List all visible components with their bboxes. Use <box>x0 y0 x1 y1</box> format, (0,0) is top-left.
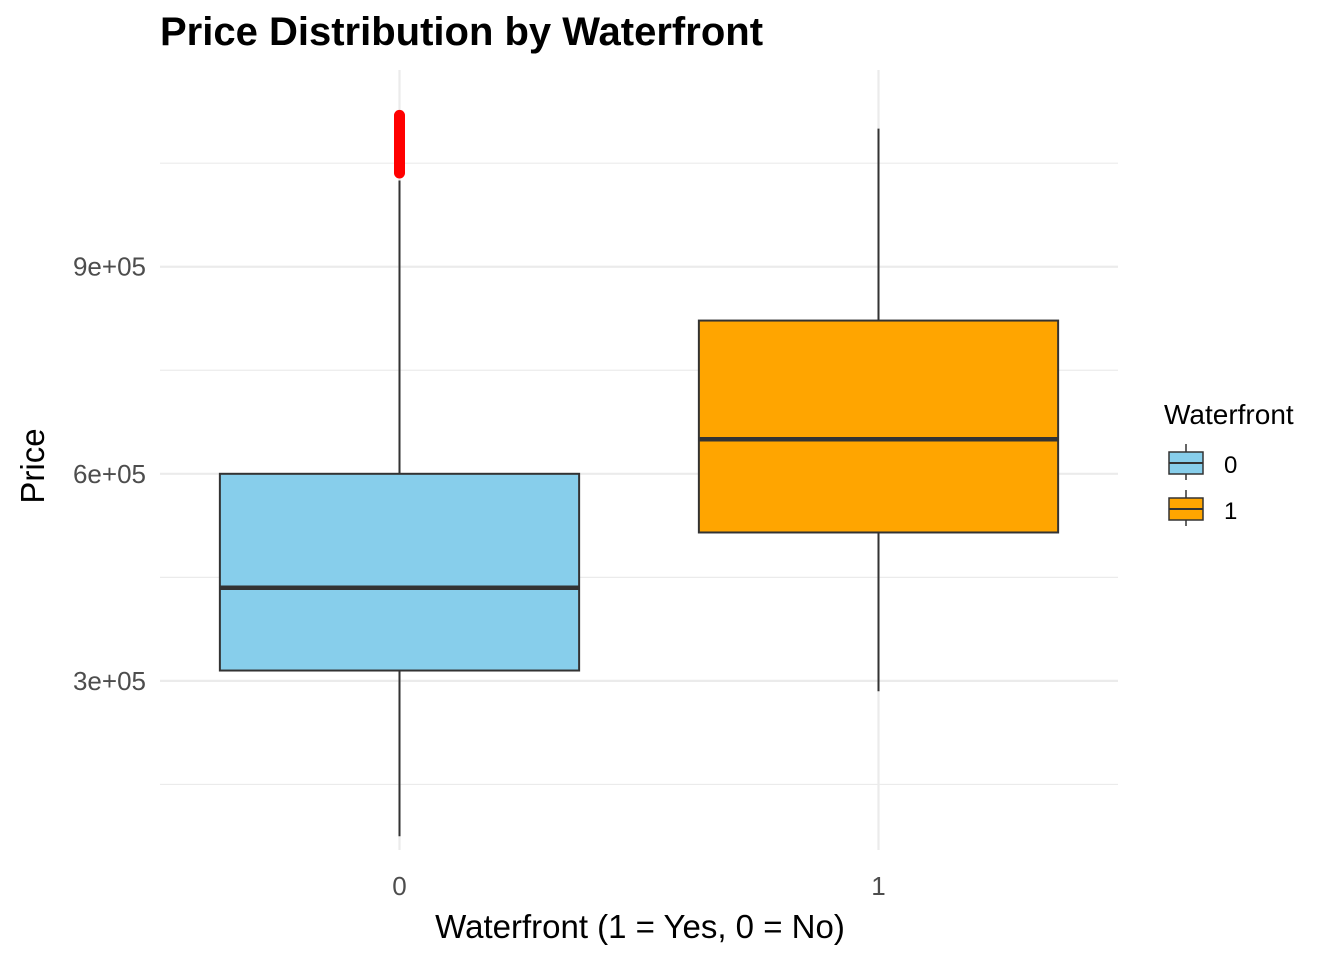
box-iqr <box>218 472 581 672</box>
legend-label: 1 <box>1224 498 1237 525</box>
y-tick-label: 3e+05 <box>73 666 146 696</box>
box-iqr <box>697 319 1060 534</box>
legend-title: Waterfront <box>1164 399 1294 430</box>
y-axis-ticks: 3e+05 6e+05 9e+05 <box>73 252 146 696</box>
x-axis-title: Waterfront (1 = Yes, 0 = No) <box>435 908 845 945</box>
box-group-0 <box>218 109 581 837</box>
y-tick-label: 9e+05 <box>73 252 146 282</box>
x-tick-label: 0 <box>392 871 406 901</box>
x-tick-label: 1 <box>871 871 885 901</box>
box-group-1 <box>697 128 1060 692</box>
legend-item-0: 0 <box>1168 444 1237 480</box>
boxes-layer <box>218 109 1060 837</box>
y-axis-title: Price <box>14 428 51 503</box>
chart-title: Price Distribution by Waterfront <box>160 10 763 54</box>
y-tick-label: 6e+05 <box>73 459 146 489</box>
legend: Waterfront 0 1 <box>1164 399 1294 526</box>
legend-item-1: 1 <box>1168 490 1237 526</box>
legend-label: 0 <box>1224 452 1237 479</box>
